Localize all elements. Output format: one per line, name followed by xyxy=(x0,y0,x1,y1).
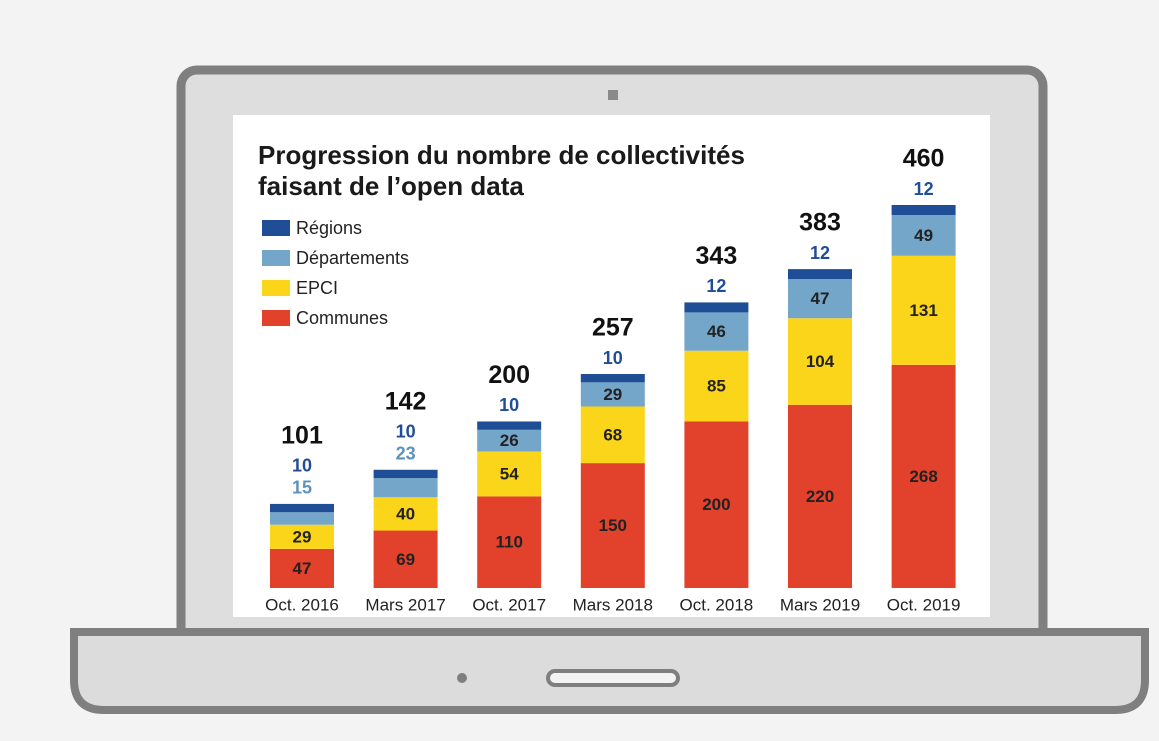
bar-segment xyxy=(892,205,956,215)
laptop-illustration: Progression du nombre de collectivités f… xyxy=(0,0,1159,741)
trackpad-slot xyxy=(548,671,678,685)
data-label: 69 xyxy=(396,550,415,569)
total-label: 142 xyxy=(385,387,427,415)
chart-title: faisant de l’open data xyxy=(258,171,524,201)
legend-label: Départements xyxy=(296,248,409,268)
data-label: 29 xyxy=(603,385,622,404)
x-tick-label: Mars 2017 xyxy=(365,595,445,614)
total-label: 343 xyxy=(696,242,738,270)
data-label: 85 xyxy=(707,377,726,396)
data-label: 220 xyxy=(806,487,834,506)
data-label: 12 xyxy=(706,276,726,296)
x-tick-label: Mars 2018 xyxy=(573,595,653,614)
bar-segment xyxy=(477,421,541,429)
data-label: 10 xyxy=(292,456,312,476)
data-label: 104 xyxy=(806,352,835,371)
data-label: 131 xyxy=(909,301,937,320)
x-tick-label: Oct. 2019 xyxy=(887,595,961,614)
bar-segment xyxy=(270,504,334,512)
data-label: 200 xyxy=(702,495,730,514)
legend-swatch xyxy=(262,310,290,326)
data-label: 10 xyxy=(499,395,519,415)
data-label: 12 xyxy=(914,179,934,199)
data-label: 10 xyxy=(603,348,623,368)
bar-segment xyxy=(581,374,645,382)
data-label: 23 xyxy=(396,444,416,464)
legend-label: Régions xyxy=(296,218,362,238)
x-tick-label: Mars 2019 xyxy=(780,595,860,614)
bar-segment xyxy=(684,302,748,312)
total-label: 460 xyxy=(903,145,945,173)
total-label: 383 xyxy=(799,209,841,237)
data-label: 268 xyxy=(909,467,937,486)
x-tick-label: Oct. 2018 xyxy=(680,595,754,614)
x-tick-label: Oct. 2016 xyxy=(265,595,339,614)
data-label: 47 xyxy=(811,289,830,308)
data-label: 49 xyxy=(914,226,933,245)
data-label: 150 xyxy=(599,516,627,535)
data-label: 26 xyxy=(500,431,519,450)
bar-segment xyxy=(788,269,852,279)
total-label: 257 xyxy=(592,314,634,342)
bar-segment xyxy=(374,470,438,478)
chart-title: Progression du nombre de collectivités xyxy=(258,140,745,170)
total-label: 200 xyxy=(488,361,530,389)
data-label: 40 xyxy=(396,504,415,523)
data-label: 68 xyxy=(603,425,622,444)
legend-swatch xyxy=(262,280,290,296)
data-label: 10 xyxy=(396,422,416,442)
bar-segment xyxy=(374,478,438,497)
legend-swatch xyxy=(262,220,290,236)
data-label: 47 xyxy=(293,559,312,578)
data-label: 54 xyxy=(500,464,519,483)
x-tick-label: Oct. 2017 xyxy=(472,595,546,614)
data-label: 29 xyxy=(293,527,312,546)
indicator-light xyxy=(457,673,467,683)
legend-label: Communes xyxy=(296,308,388,328)
camera xyxy=(608,90,618,100)
total-label: 101 xyxy=(281,422,323,450)
bar-segment xyxy=(270,512,334,524)
legend-swatch xyxy=(262,250,290,266)
legend-label: EPCI xyxy=(296,278,338,298)
data-label: 110 xyxy=(495,533,522,552)
data-label: 12 xyxy=(810,243,830,263)
data-label: 46 xyxy=(707,322,726,341)
data-label: 15 xyxy=(292,478,312,498)
